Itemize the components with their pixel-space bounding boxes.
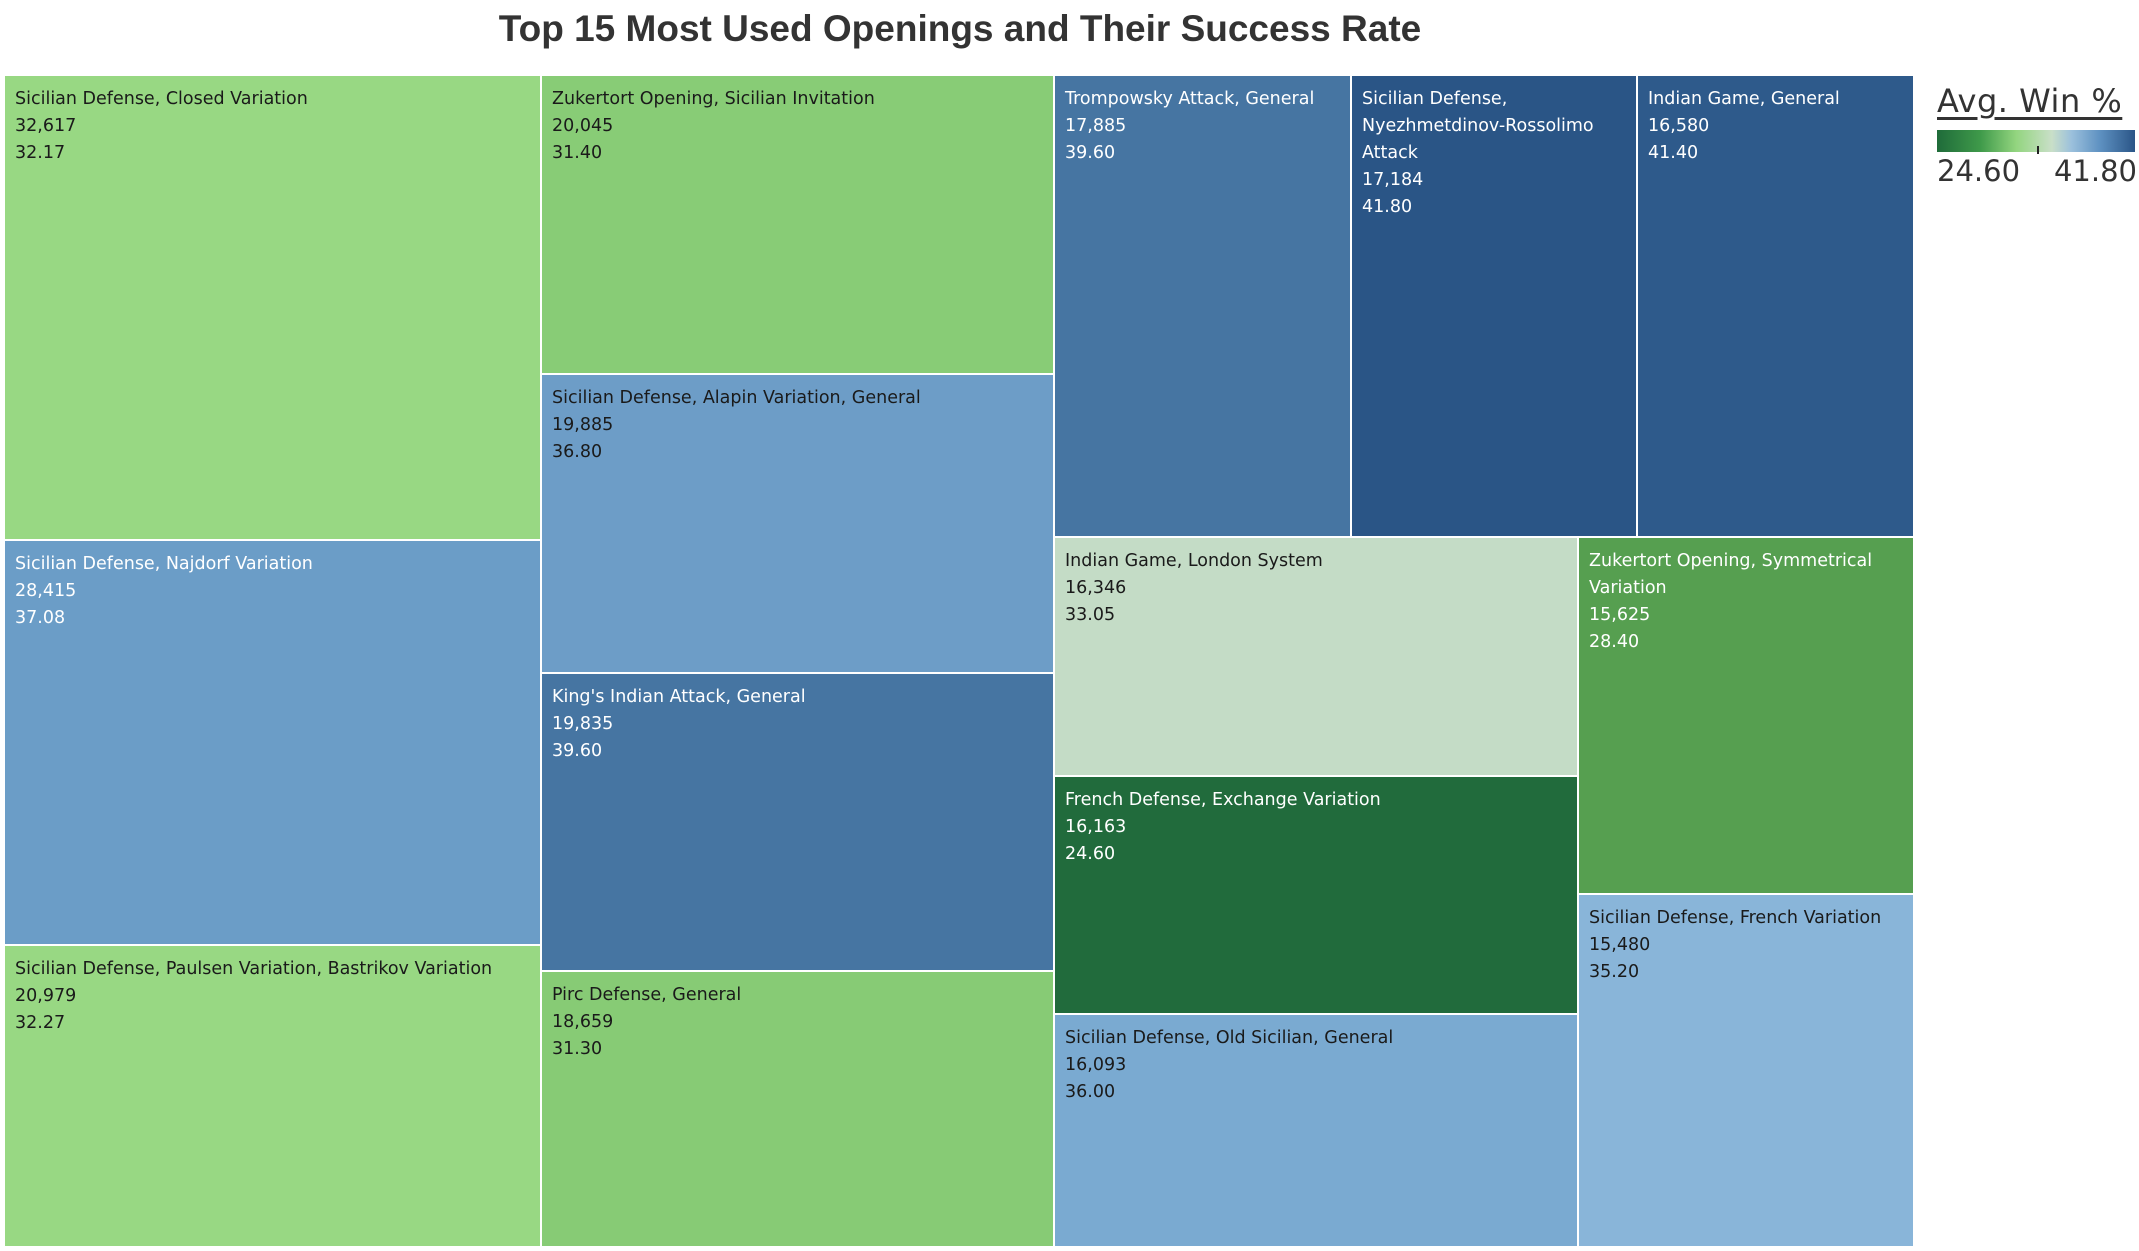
tile-label: Sicilian Defense, French Variation — [1589, 908, 1882, 928]
tile-count: 20,045 — [552, 116, 614, 136]
treemap-tile: French Defense, Exchange Variation 16,163… — [1054, 776, 1578, 1014]
tile-count: 17,885 — [1065, 116, 1127, 136]
tile-win-rate: 31.30 — [552, 1039, 603, 1059]
treemap-tile: Indian Game, London System 16,346 33.05 — [1054, 537, 1578, 776]
color-legend: Avg. Win % 24.60 41.80 — [1937, 82, 2137, 188]
tile-label: Zukertort Opening, Sicilian Invitation — [552, 89, 875, 109]
tile-win-rate: 35.20 — [1589, 962, 1640, 982]
tile-label: King's Indian Attack, General — [552, 687, 806, 707]
tile-count: 19,835 — [552, 714, 614, 734]
tile-win-rate: 32.17 — [15, 143, 66, 163]
tile-label: Sicilian Defense, Closed Variation — [15, 89, 308, 109]
tile-win-rate: 28.40 — [1589, 632, 1640, 652]
legend-tick — [2037, 146, 2039, 154]
chart-title: Top 15 Most Used Openings and Their Succ… — [498, 8, 1422, 49]
treemap-tile: Zukertort Opening, Sicilian Invitation 20… — [541, 75, 1054, 374]
tile-win-rate: 36.00 — [1065, 1082, 1116, 1102]
tile-count: 16,346 — [1065, 578, 1127, 598]
treemap-tile: Sicilian Defense, French Variation 15,480… — [1578, 894, 1914, 1247]
tile-win-rate: 32.27 — [15, 1013, 66, 1033]
tile-win-rate: 24.60 — [1065, 844, 1116, 864]
tile-label: Sicilian Defense, Najdorf Variation — [15, 554, 313, 574]
legend-min-label: 24.60 — [1937, 154, 2021, 188]
tile-count: 17,184 — [1362, 170, 1424, 190]
tile-label: Sicilian Defense, Alapin Variation, Gene… — [552, 388, 921, 408]
legend-title: Avg. Win % — [1937, 82, 2123, 120]
tile-win-rate: 31.40 — [552, 143, 603, 163]
treemap-tile: Trompowsky Attack, General 17,885 39.60 — [1054, 75, 1351, 537]
tile-count: 15,480 — [1589, 935, 1651, 955]
tile-count: 32,617 — [15, 116, 77, 136]
tile-label: Zukertort Opening, Symmetrical Variation — [1589, 551, 1873, 598]
treemap-tile: Sicilian Defense, Alapin Variation, Gene… — [541, 374, 1054, 673]
treemap-tile: Sicilian Defense, Najdorf Variation 28,41… — [4, 540, 541, 945]
treemap-tile: Pirc Defense, General 18,659 31.30 — [541, 971, 1054, 1247]
tile-label: Sicilian Defense, Nyezhmetdinov-Rossolim… — [1362, 89, 1594, 163]
tile-count: 16,093 — [1065, 1055, 1127, 1075]
tile-win-rate: 37.08 — [15, 608, 66, 628]
tile-count: 16,580 — [1648, 116, 1710, 136]
tile-count: 15,625 — [1589, 605, 1651, 625]
tile-win-rate: 36.80 — [552, 442, 603, 462]
tile-label: Sicilian Defense, Paulsen Variation, Bas… — [15, 959, 493, 979]
treemap-tile: Sicilian Defense, Closed Variation 32,617… — [4, 75, 541, 540]
treemap: Sicilian Defense, Closed Variation 32,617… — [4, 75, 1914, 1247]
treemap-tile: Zukertort Opening, Symmetrical Variation… — [1578, 537, 1914, 894]
tile-count: 20,979 — [15, 986, 77, 1006]
tile-label: Pirc Defense, General — [552, 985, 742, 1005]
tile-label: French Defense, Exchange Variation — [1065, 790, 1381, 810]
tile-count: 16,163 — [1065, 817, 1127, 837]
tile-label: Indian Game, General — [1648, 89, 1840, 109]
tile-count: 28,415 — [15, 581, 77, 601]
treemap-tile: Sicilian Defense, Paulsen Variation, Bas… — [4, 945, 541, 1247]
tile-count: 18,659 — [552, 1012, 614, 1032]
treemap-tile: Sicilian Defense, Old Sicilian, General 1… — [1054, 1014, 1578, 1247]
tile-label: Trompowsky Attack, General — [1065, 89, 1315, 109]
tile-win-rate: 39.60 — [1065, 143, 1116, 163]
tile-label: Sicilian Defense, Old Sicilian, General — [1065, 1028, 1394, 1048]
treemap-tile: King's Indian Attack, General 19,835 39.60 — [541, 673, 1054, 971]
treemap-tile: Indian Game, General 16,580 41.40 — [1637, 75, 1914, 537]
treemap-tile: Sicilian Defense, Nyezhmetdinov-Rossolim… — [1351, 75, 1637, 537]
legend-gradient-bar — [1937, 130, 2135, 154]
tile-win-rate: 41.80 — [1362, 197, 1413, 217]
tile-win-rate: 39.60 — [552, 741, 603, 761]
tile-label: Indian Game, London System — [1065, 551, 1323, 571]
legend-max-label: 41.80 — [2053, 154, 2137, 188]
tile-count: 19,885 — [552, 415, 614, 435]
tile-win-rate: 41.40 — [1648, 143, 1699, 163]
tile-win-rate: 33.05 — [1065, 605, 1116, 625]
